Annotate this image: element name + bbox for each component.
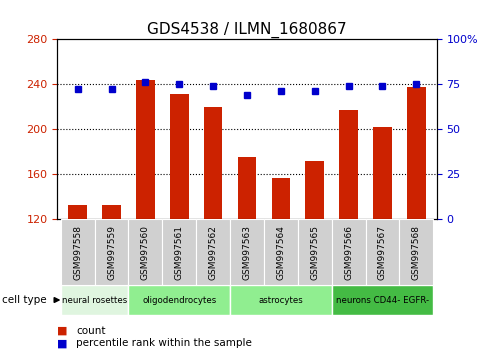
Bar [196,219,230,285]
Text: GSM997564: GSM997564 [276,225,285,280]
Bar [230,219,264,285]
Bar [271,178,290,219]
Text: GSM997559: GSM997559 [107,225,116,280]
Bar [204,107,223,219]
Bar [305,161,324,219]
Bar [238,158,256,219]
Text: GSM997562: GSM997562 [209,225,218,280]
Bar [298,219,332,285]
Bar [102,205,121,219]
Bar [339,110,358,219]
Text: GSM997558: GSM997558 [73,225,82,280]
Bar [136,80,155,219]
Text: GSM997560: GSM997560 [141,225,150,280]
Text: neural rosettes: neural rosettes [62,296,127,304]
Text: oligodendrocytes: oligodendrocytes [142,296,217,304]
Bar [332,285,433,315]
Bar [399,219,433,285]
Bar [61,219,95,285]
Text: GSM997566: GSM997566 [344,225,353,280]
Bar [332,219,365,285]
Bar [264,219,298,285]
Text: GSM997567: GSM997567 [378,225,387,280]
Bar [95,219,129,285]
Bar [170,94,189,219]
Text: count: count [76,326,106,336]
Text: ■: ■ [57,338,68,348]
Text: GSM997561: GSM997561 [175,225,184,280]
Bar [129,285,230,315]
Text: GSM997563: GSM997563 [243,225,251,280]
Text: astrocytes: astrocytes [258,296,303,304]
Bar [407,87,426,219]
Text: cell type: cell type [2,295,47,305]
Bar [373,127,392,219]
Bar [230,285,332,315]
Text: neurons CD44- EGFR-: neurons CD44- EGFR- [336,296,429,304]
Title: GDS4538 / ILMN_1680867: GDS4538 / ILMN_1680867 [147,21,347,38]
Bar [68,205,87,219]
Text: ■: ■ [57,326,68,336]
Text: GSM997568: GSM997568 [412,225,421,280]
Bar [129,219,162,285]
Bar [365,219,399,285]
Text: GSM997565: GSM997565 [310,225,319,280]
Bar [61,285,129,315]
Bar [162,219,196,285]
Text: percentile rank within the sample: percentile rank within the sample [76,338,252,348]
